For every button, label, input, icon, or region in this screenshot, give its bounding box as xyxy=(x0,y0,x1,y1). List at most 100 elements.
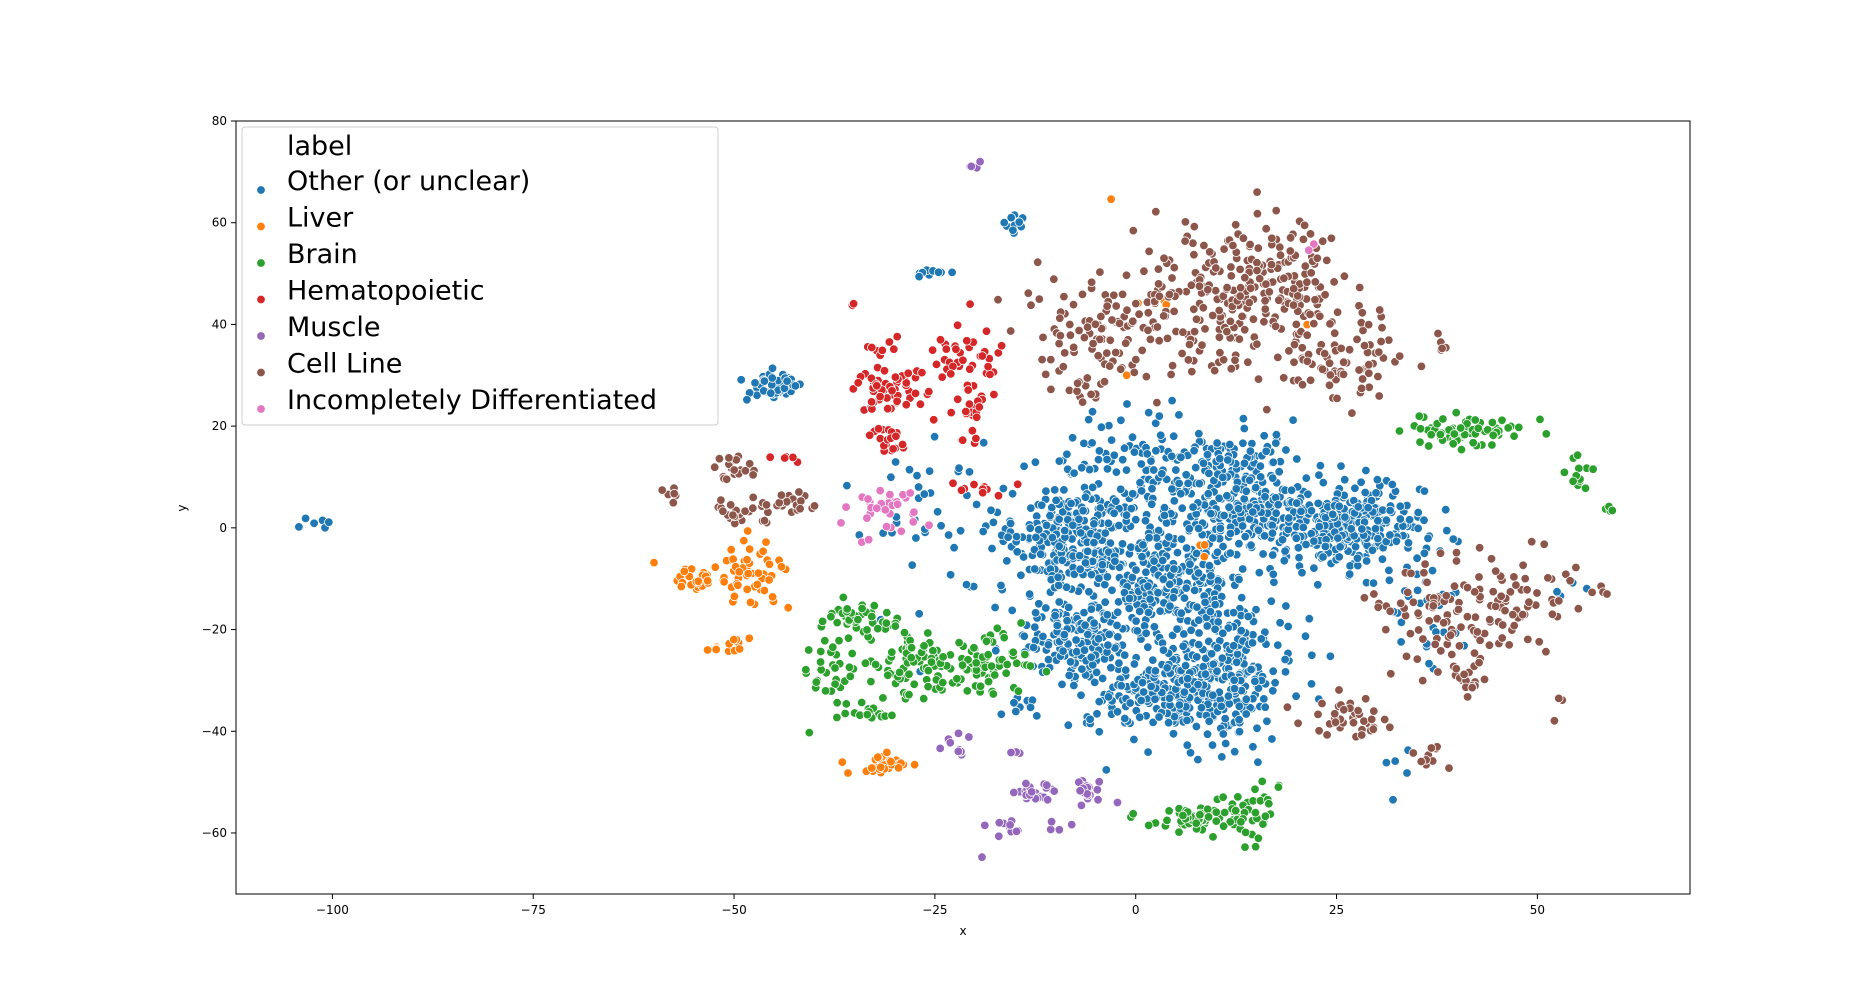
data-point xyxy=(1306,679,1317,689)
data-point xyxy=(1453,604,1464,615)
data-point xyxy=(1422,577,1432,588)
data-point xyxy=(1503,423,1513,433)
data-point xyxy=(1146,456,1156,466)
data-point xyxy=(1273,352,1283,363)
data-point xyxy=(1102,454,1112,465)
data-point xyxy=(1275,250,1286,260)
data-point xyxy=(1330,717,1341,727)
data-point xyxy=(743,568,753,579)
data-point xyxy=(702,576,713,586)
data-point xyxy=(1218,792,1228,802)
data-point xyxy=(843,633,854,643)
data-point xyxy=(993,295,1003,305)
data-point xyxy=(1229,675,1239,686)
series-0 xyxy=(294,210,1592,805)
data-point xyxy=(1340,512,1350,522)
data-point xyxy=(1176,608,1187,618)
data-point xyxy=(748,470,758,480)
data-point xyxy=(1270,321,1281,332)
data-point xyxy=(1339,475,1350,485)
data-point xyxy=(1150,694,1160,705)
data-point xyxy=(1109,508,1119,519)
data-point xyxy=(990,602,1000,613)
data-point xyxy=(752,579,763,590)
data-point xyxy=(1300,631,1311,641)
data-point xyxy=(1127,432,1138,442)
data-point xyxy=(1078,506,1088,516)
data-point xyxy=(1374,305,1385,315)
data-point xyxy=(1102,572,1113,582)
data-point xyxy=(963,385,973,395)
data-point xyxy=(1128,225,1139,236)
data-point xyxy=(1509,620,1519,631)
data-point xyxy=(1178,641,1188,652)
data-point xyxy=(1041,486,1051,496)
data-point xyxy=(1046,354,1056,365)
data-point xyxy=(992,623,1003,634)
data-point xyxy=(1037,354,1047,365)
data-point xyxy=(1283,621,1293,632)
data-point xyxy=(1072,386,1082,396)
y-tick-label: 40 xyxy=(212,317,227,331)
data-point xyxy=(1158,645,1169,655)
data-point xyxy=(1094,727,1105,737)
data-point xyxy=(1089,618,1099,628)
data-point xyxy=(906,643,917,653)
data-point xyxy=(1449,581,1460,591)
data-point xyxy=(1066,498,1076,509)
data-point xyxy=(1082,322,1093,332)
data-point xyxy=(714,454,725,464)
data-point xyxy=(1419,486,1430,496)
data-point xyxy=(1403,538,1414,548)
data-point xyxy=(847,648,857,659)
data-point xyxy=(912,470,922,481)
data-point xyxy=(867,342,877,353)
data-point xyxy=(1359,593,1370,603)
data-point xyxy=(1442,525,1452,536)
data-point xyxy=(1086,389,1096,400)
data-point xyxy=(1484,614,1495,625)
data-point xyxy=(1366,714,1377,725)
data-point xyxy=(1167,484,1177,494)
data-point xyxy=(1145,594,1155,604)
data-point xyxy=(1470,612,1481,622)
data-point xyxy=(1142,449,1152,459)
data-point xyxy=(1419,515,1429,525)
data-point xyxy=(1080,558,1091,568)
data-point xyxy=(1002,556,1012,566)
data-point xyxy=(1235,283,1246,293)
data-point xyxy=(1364,368,1374,379)
data-point xyxy=(1361,556,1372,566)
data-point xyxy=(958,355,968,366)
data-point xyxy=(924,386,934,397)
data-point xyxy=(1206,649,1217,659)
data-point xyxy=(1412,654,1423,664)
data-point xyxy=(1059,485,1069,495)
data-point xyxy=(1268,686,1278,696)
data-point xyxy=(1087,407,1098,417)
data-point xyxy=(943,530,954,540)
data-point xyxy=(882,747,892,758)
data-point xyxy=(1402,768,1412,778)
data-point xyxy=(1367,545,1378,556)
data-point xyxy=(1228,641,1239,651)
data-point xyxy=(1053,572,1063,583)
data-point xyxy=(1082,546,1093,557)
data-point xyxy=(1212,547,1223,558)
data-point xyxy=(1162,663,1172,673)
data-point xyxy=(892,331,902,342)
data-point xyxy=(1354,282,1365,293)
data-point xyxy=(1122,305,1132,315)
data-point xyxy=(953,728,964,739)
data-point xyxy=(1129,367,1140,378)
data-point xyxy=(1413,507,1423,518)
data-point xyxy=(669,488,679,499)
data-point xyxy=(776,562,787,572)
data-point xyxy=(909,760,920,770)
data-point xyxy=(1120,338,1131,348)
data-point xyxy=(1388,795,1398,805)
data-point xyxy=(1554,693,1564,704)
data-point xyxy=(1304,245,1314,256)
y-axis-title: y xyxy=(175,504,189,511)
data-point xyxy=(1317,236,1328,246)
